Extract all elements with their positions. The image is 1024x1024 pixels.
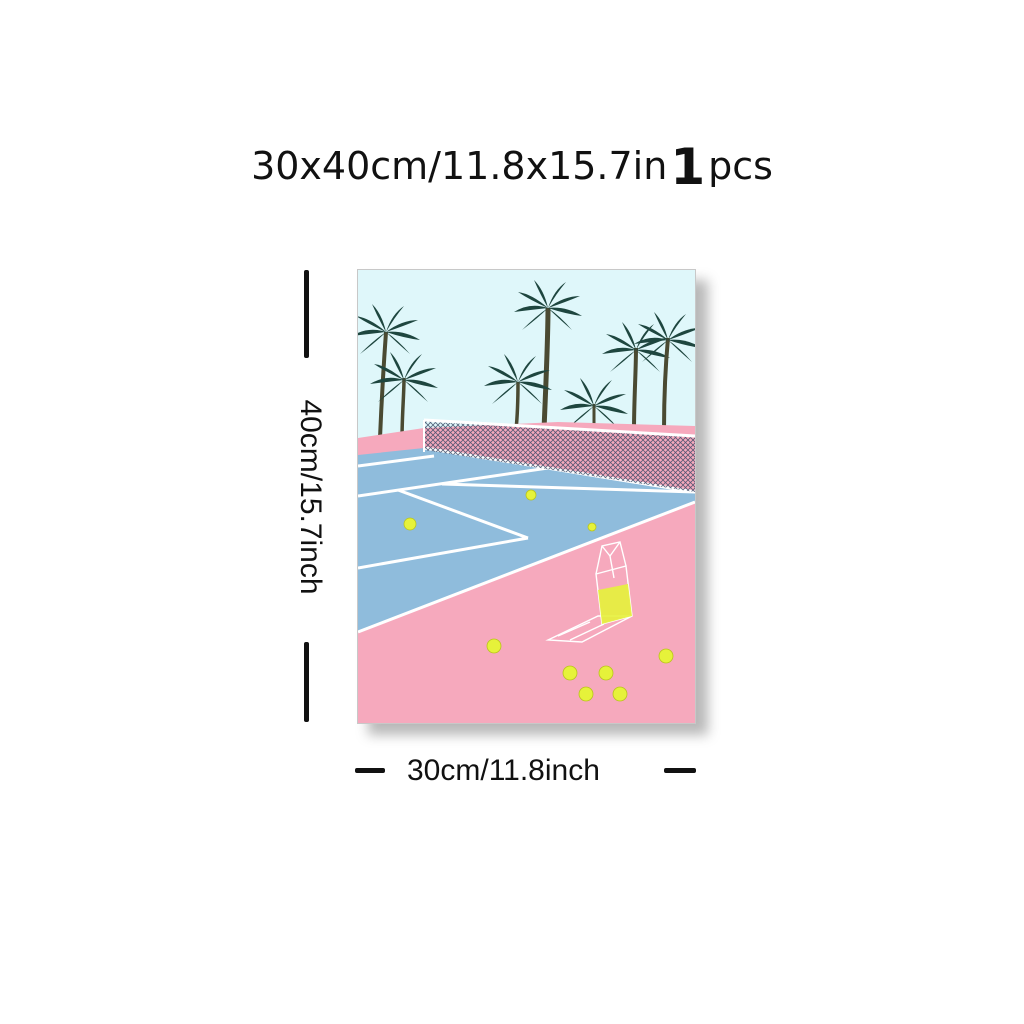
- palm-tree-icon: [358, 304, 420, 439]
- tennis-ball-icon: [525, 489, 537, 501]
- quantity-number: 1: [670, 138, 706, 196]
- ball-basket-icon: [545, 541, 633, 643]
- tennis-ball-icon: [578, 686, 594, 702]
- width-dimension-label: 30cm/11.8inch: [407, 754, 600, 787]
- tennis-ball-icon: [562, 665, 578, 681]
- tennis-balls: [403, 489, 674, 702]
- tennis-net-icon: [423, 418, 695, 492]
- palm-tree-icon: [602, 322, 670, 431]
- height-dimension-label: 40cm/15.7inch: [294, 399, 327, 595]
- palm-trees: [358, 280, 695, 441]
- tennis-ball-icon: [612, 686, 628, 702]
- tennis-ball-icon: [486, 638, 502, 654]
- product-size-headline: 30x40cm/11.8x15.7in1pcs: [0, 138, 1024, 196]
- width-measure-bar-left: [355, 768, 385, 773]
- height-measure-bar-top: [304, 270, 309, 358]
- canvas-print: [357, 269, 696, 724]
- tennis-ball-icon: [598, 665, 614, 681]
- palm-tree-icon: [560, 378, 628, 428]
- tennis-ball-icon: [658, 648, 674, 664]
- palm-tree-icon: [514, 280, 582, 431]
- size-text: 30x40cm/11.8x15.7in: [251, 144, 668, 188]
- width-measure-bar-right: [664, 768, 696, 773]
- palm-tree-icon: [634, 312, 695, 431]
- tennis-court-artwork: [358, 270, 695, 723]
- tennis-ball-icon: [587, 522, 597, 532]
- tennis-ball-icon: [403, 517, 417, 531]
- height-measure-bar-bottom: [304, 642, 309, 722]
- quantity-unit: pcs: [708, 144, 773, 188]
